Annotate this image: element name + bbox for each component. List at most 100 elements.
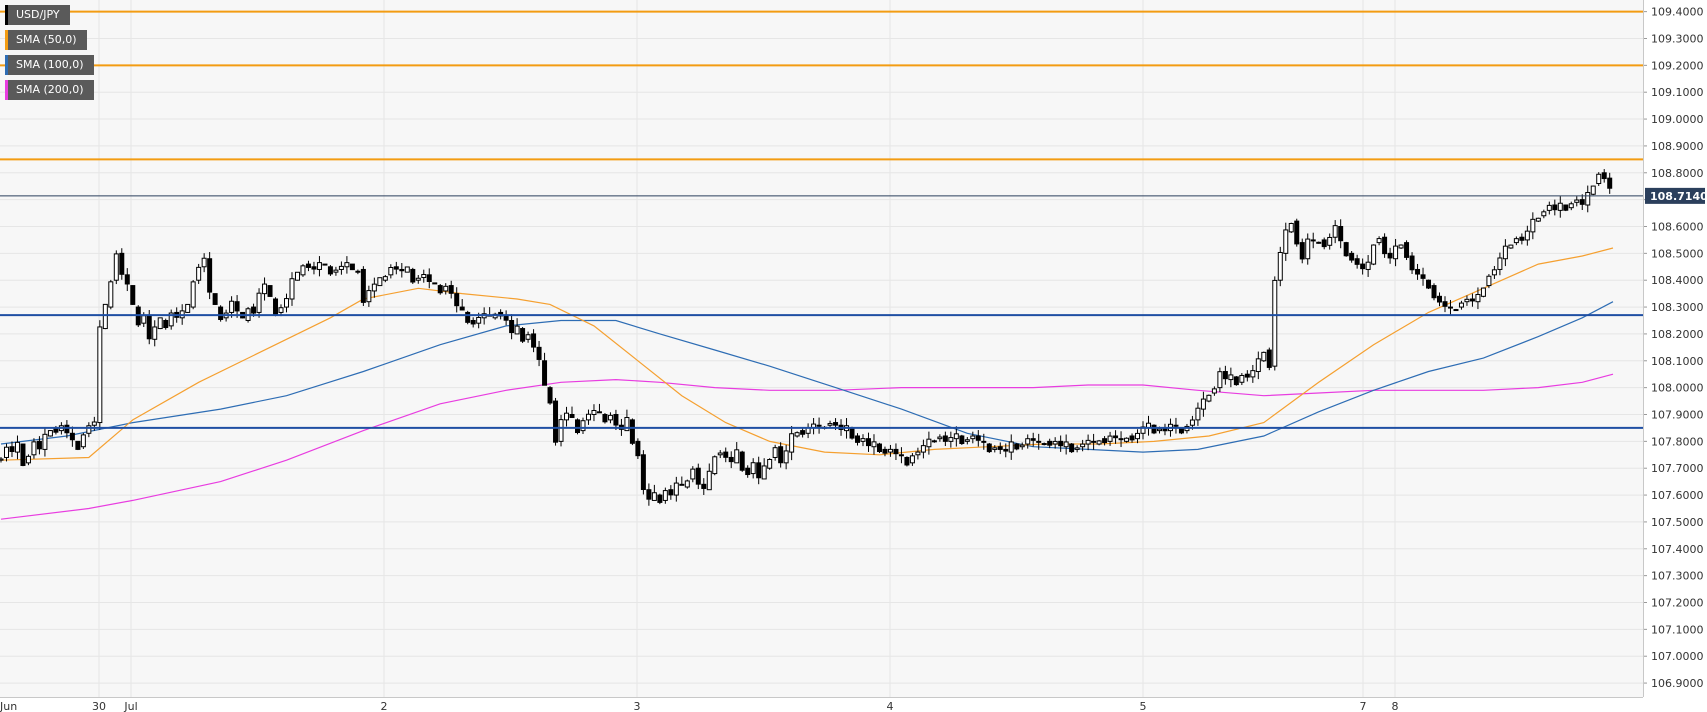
candle[interactable]: [1327, 233, 1333, 250]
candle[interactable]: [404, 266, 410, 273]
candle[interactable]: [1393, 238, 1399, 267]
candle[interactable]: [234, 295, 240, 318]
candle[interactable]: [108, 279, 114, 310]
candle[interactable]: [113, 250, 119, 285]
candle[interactable]: [767, 458, 773, 470]
candle[interactable]: [542, 352, 548, 386]
candle[interactable]: [1074, 445, 1080, 453]
candle[interactable]: [789, 426, 795, 461]
candle[interactable]: [1118, 431, 1124, 448]
candle[interactable]: [1349, 250, 1355, 263]
candle[interactable]: [130, 285, 136, 306]
candle[interactable]: [1310, 232, 1316, 249]
candle[interactable]: [1437, 292, 1443, 307]
candle[interactable]: [723, 447, 729, 463]
candle[interactable]: [36, 436, 42, 455]
candle[interactable]: [1036, 433, 1042, 450]
candle[interactable]: [1008, 434, 1014, 460]
candle[interactable]: [1365, 255, 1371, 277]
candle[interactable]: [1502, 239, 1508, 267]
candle[interactable]: [673, 476, 679, 502]
candle[interactable]: [349, 263, 355, 271]
candle[interactable]: [64, 420, 70, 439]
candle[interactable]: [1382, 233, 1388, 258]
candle[interactable]: [1552, 199, 1558, 216]
candle[interactable]: [1288, 222, 1294, 233]
candle[interactable]: [734, 442, 740, 464]
candle[interactable]: [602, 413, 608, 424]
candle[interactable]: [0, 456, 4, 463]
candle[interactable]: [509, 314, 515, 340]
candle[interactable]: [695, 463, 701, 490]
candle[interactable]: [1491, 265, 1497, 279]
candle[interactable]: [124, 268, 130, 292]
candle[interactable]: [915, 447, 921, 460]
candle[interactable]: [1211, 386, 1217, 396]
candle[interactable]: [1404, 240, 1410, 261]
candle[interactable]: [1206, 394, 1212, 403]
candle[interactable]: [119, 248, 125, 280]
candle[interactable]: [750, 458, 756, 479]
candle[interactable]: [1030, 432, 1036, 447]
candle[interactable]: [69, 426, 75, 447]
candle[interactable]: [607, 412, 613, 424]
candle[interactable]: [701, 478, 707, 495]
candle[interactable]: [1464, 295, 1470, 306]
candle[interactable]: [470, 317, 476, 328]
candle[interactable]: [1019, 442, 1025, 450]
candle[interactable]: [728, 451, 734, 469]
candle[interactable]: [1228, 367, 1234, 388]
candle[interactable]: [887, 444, 893, 457]
candle[interactable]: [1052, 437, 1058, 449]
candle[interactable]: [1431, 283, 1437, 301]
candle[interactable]: [1316, 241, 1322, 244]
candle[interactable]: [662, 487, 668, 504]
candle[interactable]: [212, 293, 218, 305]
candle[interactable]: [1129, 433, 1135, 443]
candle[interactable]: [80, 432, 86, 449]
candle[interactable]: [942, 431, 948, 447]
candle[interactable]: [168, 309, 174, 330]
candle[interactable]: [1063, 434, 1069, 455]
candle[interactable]: [1041, 442, 1047, 446]
candle[interactable]: [1250, 364, 1256, 383]
candle[interactable]: [1360, 258, 1366, 275]
candle[interactable]: [454, 287, 460, 313]
candle[interactable]: [86, 422, 92, 438]
candle[interactable]: [1173, 417, 1179, 434]
candle[interactable]: [75, 440, 81, 451]
candle[interactable]: [1244, 370, 1250, 382]
candle[interactable]: [739, 450, 745, 472]
candle[interactable]: [1239, 373, 1245, 386]
sma-200-line[interactable]: [0, 373, 1614, 520]
candle[interactable]: [547, 386, 553, 405]
candle[interactable]: [190, 280, 196, 310]
candle[interactable]: [893, 443, 899, 461]
candle[interactable]: [745, 465, 751, 478]
candle[interactable]: [1338, 219, 1344, 249]
candle[interactable]: [646, 483, 652, 506]
candle[interactable]: [1546, 201, 1552, 215]
candle[interactable]: [360, 266, 366, 307]
candle[interactable]: [327, 265, 333, 276]
candle[interactable]: [1354, 254, 1360, 269]
candle[interactable]: [1497, 252, 1503, 276]
candle[interactable]: [311, 261, 317, 275]
candle[interactable]: [1222, 365, 1228, 385]
candle[interactable]: [1442, 296, 1448, 313]
candle[interactable]: [585, 409, 591, 425]
candle[interactable]: [1195, 402, 1201, 426]
candle[interactable]: [657, 493, 663, 505]
candle[interactable]: [800, 427, 806, 438]
candle[interactable]: [871, 434, 877, 455]
candle[interactable]: [393, 261, 399, 275]
candle[interactable]: [1524, 225, 1530, 246]
candle[interactable]: [1255, 351, 1261, 380]
candle[interactable]: [964, 437, 970, 445]
candle[interactable]: [514, 318, 520, 335]
candle[interactable]: [366, 285, 372, 307]
candle[interactable]: [1398, 244, 1404, 249]
candle[interactable]: [1113, 430, 1119, 444]
candle[interactable]: [1096, 439, 1102, 446]
candle[interactable]: [909, 453, 915, 466]
